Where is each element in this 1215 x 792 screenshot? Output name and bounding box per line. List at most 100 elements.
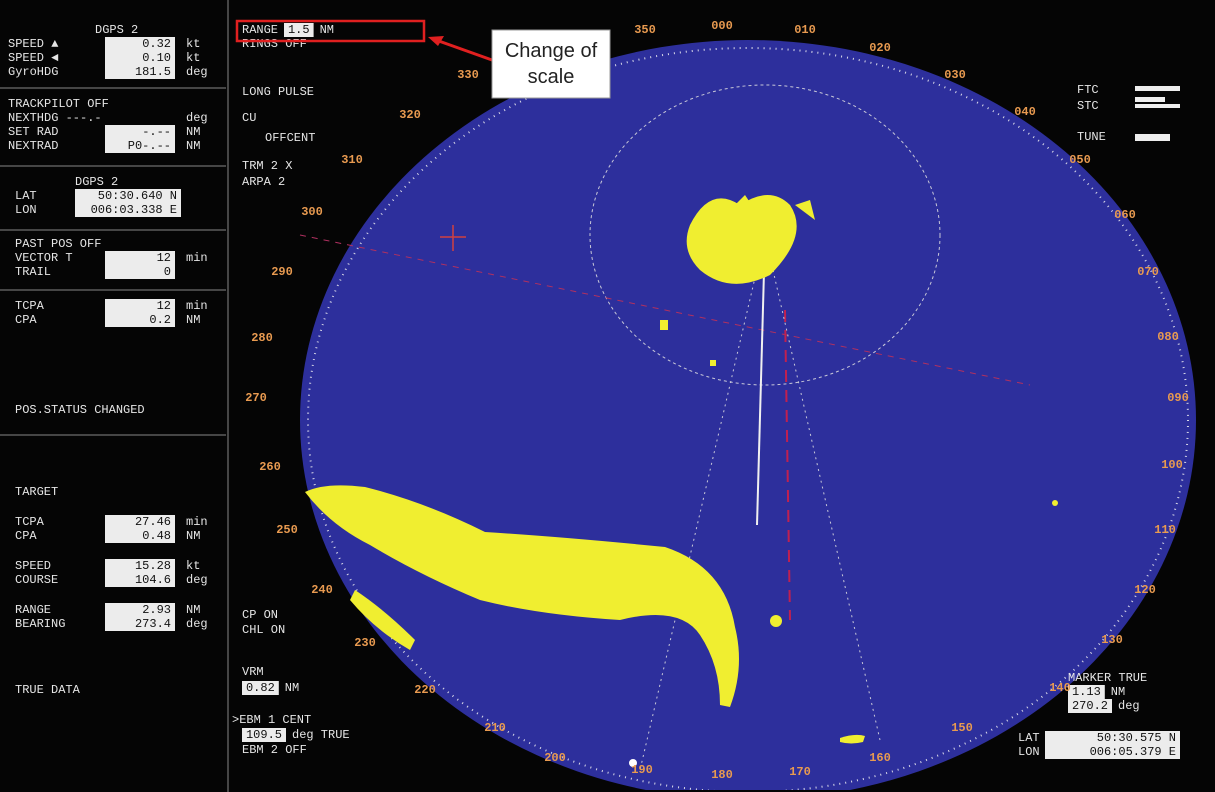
value-box bbox=[105, 559, 175, 573]
callout-arrowhead bbox=[428, 36, 444, 46]
row-label: SPEED ◄ bbox=[8, 51, 58, 65]
bearing-label: 060 bbox=[1114, 208, 1136, 222]
bearing-label: 330 bbox=[457, 68, 479, 82]
bearing-label: 090 bbox=[1167, 391, 1189, 405]
value-box bbox=[105, 515, 175, 529]
row-label: DGPS 2 bbox=[95, 23, 138, 37]
value-box bbox=[105, 265, 175, 279]
row-label: >EBM 1 CENT bbox=[232, 713, 311, 727]
row-label: TCPA bbox=[15, 515, 45, 529]
callout-text: Change of scale bbox=[504, 40, 598, 88]
row-value: 0.2 bbox=[149, 313, 171, 327]
row-label: RANGE bbox=[15, 603, 51, 617]
callout-arrow bbox=[435, 38, 493, 62]
value-box bbox=[105, 573, 175, 587]
bearing-label: 350 bbox=[634, 23, 656, 37]
row-value: 0.48 bbox=[142, 529, 171, 543]
bearing-label: 000 bbox=[711, 19, 733, 33]
row-unit: NM bbox=[1111, 685, 1125, 699]
row-label: CPA bbox=[15, 529, 37, 543]
row-label: RANGE bbox=[242, 23, 278, 37]
bearing-label: 200 bbox=[544, 751, 566, 765]
row-value: 0.10 bbox=[142, 51, 171, 65]
value-box bbox=[105, 603, 175, 617]
row-label: LAT bbox=[1018, 731, 1040, 745]
guard-line bbox=[639, 234, 766, 771]
row-value: 1.5 bbox=[288, 23, 310, 37]
row-label: NEXTRAD bbox=[8, 139, 58, 153]
row-label: OFFCENT bbox=[265, 131, 315, 145]
row-value: -.-- bbox=[142, 125, 171, 139]
row-unit: NM bbox=[186, 139, 200, 153]
row-unit: deg bbox=[1118, 699, 1140, 713]
row-value: 27.46 bbox=[135, 515, 171, 529]
row-unit: deg bbox=[186, 617, 208, 631]
row-value: 12 bbox=[157, 299, 171, 313]
row-label: LONG PULSE bbox=[242, 85, 314, 99]
highlight-box bbox=[235, 19, 426, 43]
value-box bbox=[242, 728, 286, 742]
value-box bbox=[105, 617, 175, 631]
callout-box bbox=[491, 29, 611, 99]
row-label: COURSE bbox=[15, 573, 58, 587]
row-label: BEARING bbox=[15, 617, 65, 631]
bearing-label: 020 bbox=[869, 41, 891, 55]
value-box bbox=[105, 313, 175, 327]
radar-scope bbox=[299, 40, 1196, 790]
row-label: TRACKPILOT OFF bbox=[8, 97, 109, 111]
row-unit: NM bbox=[285, 681, 299, 695]
row-label: TRM 2 X bbox=[242, 159, 292, 173]
value-box bbox=[75, 189, 181, 203]
bearing-label: 190 bbox=[631, 763, 653, 777]
row-label: CPA bbox=[15, 313, 37, 327]
bearing-label: 300 bbox=[301, 205, 323, 219]
row-label: SPEED ▲ bbox=[8, 37, 59, 51]
row-value: 104.6 bbox=[135, 573, 171, 587]
value-box bbox=[105, 37, 175, 51]
row-label: STC bbox=[1077, 99, 1099, 113]
row-value: 006:03.338 E bbox=[91, 203, 177, 217]
row-label: MARKER TRUE bbox=[1068, 671, 1147, 685]
bearing-label: 100 bbox=[1161, 458, 1183, 472]
ebl-line bbox=[299, 234, 1031, 386]
row-label: FTC bbox=[1077, 83, 1099, 97]
bearing-label: 040 bbox=[1014, 105, 1036, 119]
row-label: DGPS 2 bbox=[75, 175, 118, 189]
bearing-label: 170 bbox=[789, 765, 811, 779]
row-label: TARGET bbox=[15, 485, 58, 499]
value-box bbox=[242, 681, 279, 695]
bearing-label: 120 bbox=[1134, 583, 1156, 597]
row-label: TCPA bbox=[15, 299, 45, 313]
row-unit: NM bbox=[186, 125, 200, 139]
bearing-label: 250 bbox=[276, 523, 298, 537]
row-label: ARPA 2 bbox=[242, 175, 285, 189]
value-box bbox=[105, 139, 175, 153]
row-label: TRUE DATA bbox=[15, 683, 81, 697]
bearing-label: 080 bbox=[1157, 330, 1179, 344]
bearing-label: 240 bbox=[311, 583, 333, 597]
row-label: EBM 2 OFF bbox=[242, 743, 307, 757]
row-value: 2.93 bbox=[142, 603, 171, 617]
row-label: GyroHDG bbox=[8, 65, 58, 79]
value-box bbox=[105, 125, 175, 139]
value-box bbox=[284, 23, 314, 37]
row-label: TRAIL bbox=[15, 265, 51, 279]
bearing-label: 110 bbox=[1154, 523, 1176, 537]
value-box bbox=[1068, 685, 1105, 699]
value-box bbox=[105, 299, 175, 313]
row-unit: deg TRUE bbox=[292, 728, 350, 742]
bearing-label: 210 bbox=[484, 721, 506, 735]
row-label: SPEED bbox=[15, 559, 51, 573]
row-value: 270.2 bbox=[1072, 699, 1108, 713]
row-value: 0.32 bbox=[142, 37, 171, 51]
row-label: PAST POS OFF bbox=[15, 237, 101, 251]
value-box bbox=[1045, 731, 1180, 745]
row-label: POS.STATUS CHANGED bbox=[15, 403, 145, 417]
bearing-label: 310 bbox=[341, 153, 363, 167]
panel-separators bbox=[0, 87, 226, 436]
row-value: 006:05.379 E bbox=[1090, 745, 1176, 759]
guard-line bbox=[764, 234, 881, 741]
range-ring bbox=[589, 84, 941, 386]
value-box bbox=[105, 529, 175, 543]
